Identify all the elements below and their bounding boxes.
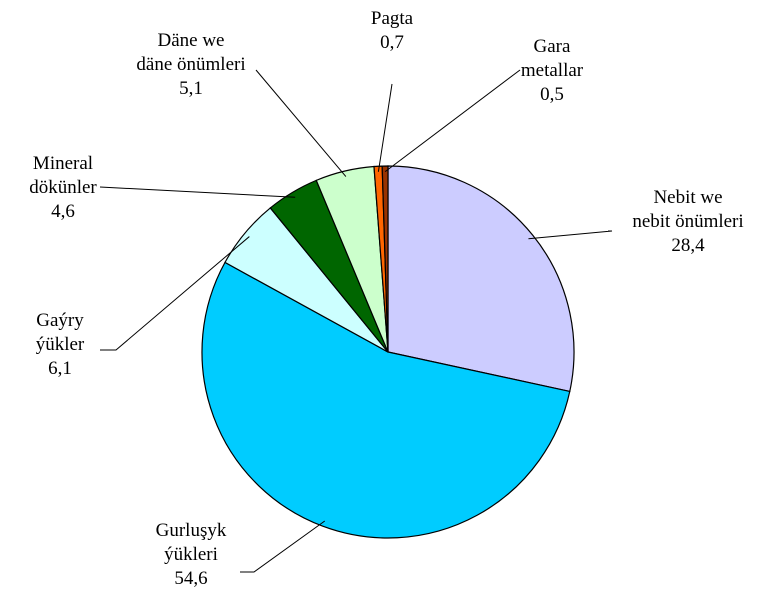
slice-category-label: ýükler (36, 334, 85, 355)
slice-value-label: 28,4 (671, 235, 705, 256)
slice-value-label: 6,1 (48, 358, 72, 379)
slice-category-label: Mineral (33, 153, 93, 174)
slice-category-label: nebit önümleri (632, 211, 743, 232)
slice-value-label: 54,6 (174, 568, 207, 589)
slice-label-7: Gara metallar 0,5 (521, 36, 584, 105)
slice-label-6: Pagta 0,7 (371, 8, 414, 53)
slice-label-3: Gaýry ýükler 6,1 (36, 310, 85, 379)
slice-value-label: 4,6 (51, 201, 75, 222)
slice-value-label: 5,1 (179, 78, 203, 99)
slice-category-label: metallar (521, 60, 584, 81)
leader-line-2 (240, 520, 326, 573)
slice-label-4: Mineral dökünler 4,6 (29, 153, 97, 222)
slice-category-label: Gaýry (36, 310, 84, 331)
slice-label-1: Nebit we nebit önümleri 28,4 (632, 187, 743, 256)
slice-category-label: Däne we (158, 30, 225, 51)
leader-line-3 (100, 236, 250, 351)
leader-line-6 (377, 83, 393, 172)
pie-slice-7 (381, 165, 389, 353)
leader-line-7 (384, 69, 521, 172)
slice-value-label: 0,7 (380, 32, 404, 53)
slice-category-label: Gara (534, 36, 571, 57)
pie-slice-1 (387, 165, 575, 393)
slice-label-2: Gurluşyk ýükleri 54,6 (156, 520, 227, 589)
pie-slice-2 (201, 261, 571, 539)
leader-line-5 (255, 69, 347, 177)
slice-category-label: Pagta (371, 8, 414, 29)
leader-line-4 (99, 186, 296, 198)
slice-category-label: dökünler (29, 177, 97, 198)
slice-category-label: ýükleri (164, 544, 218, 565)
slice-category-label: däne önümleri (136, 54, 245, 75)
leader-lines-layer (99, 69, 613, 573)
slices-layer (201, 165, 575, 539)
slice-label-5: Däne we däne önümleri 5,1 (136, 30, 245, 99)
slice-value-label: 0,5 (540, 84, 564, 105)
leader-line-1 (528, 230, 613, 240)
labels-layer: Nebit we nebit önümleri 28,4 Gurluşyk ýükler… (29, 8, 743, 589)
slice-category-label: Gurluşyk (156, 520, 227, 541)
slice-category-label: Nebit we (653, 187, 722, 208)
